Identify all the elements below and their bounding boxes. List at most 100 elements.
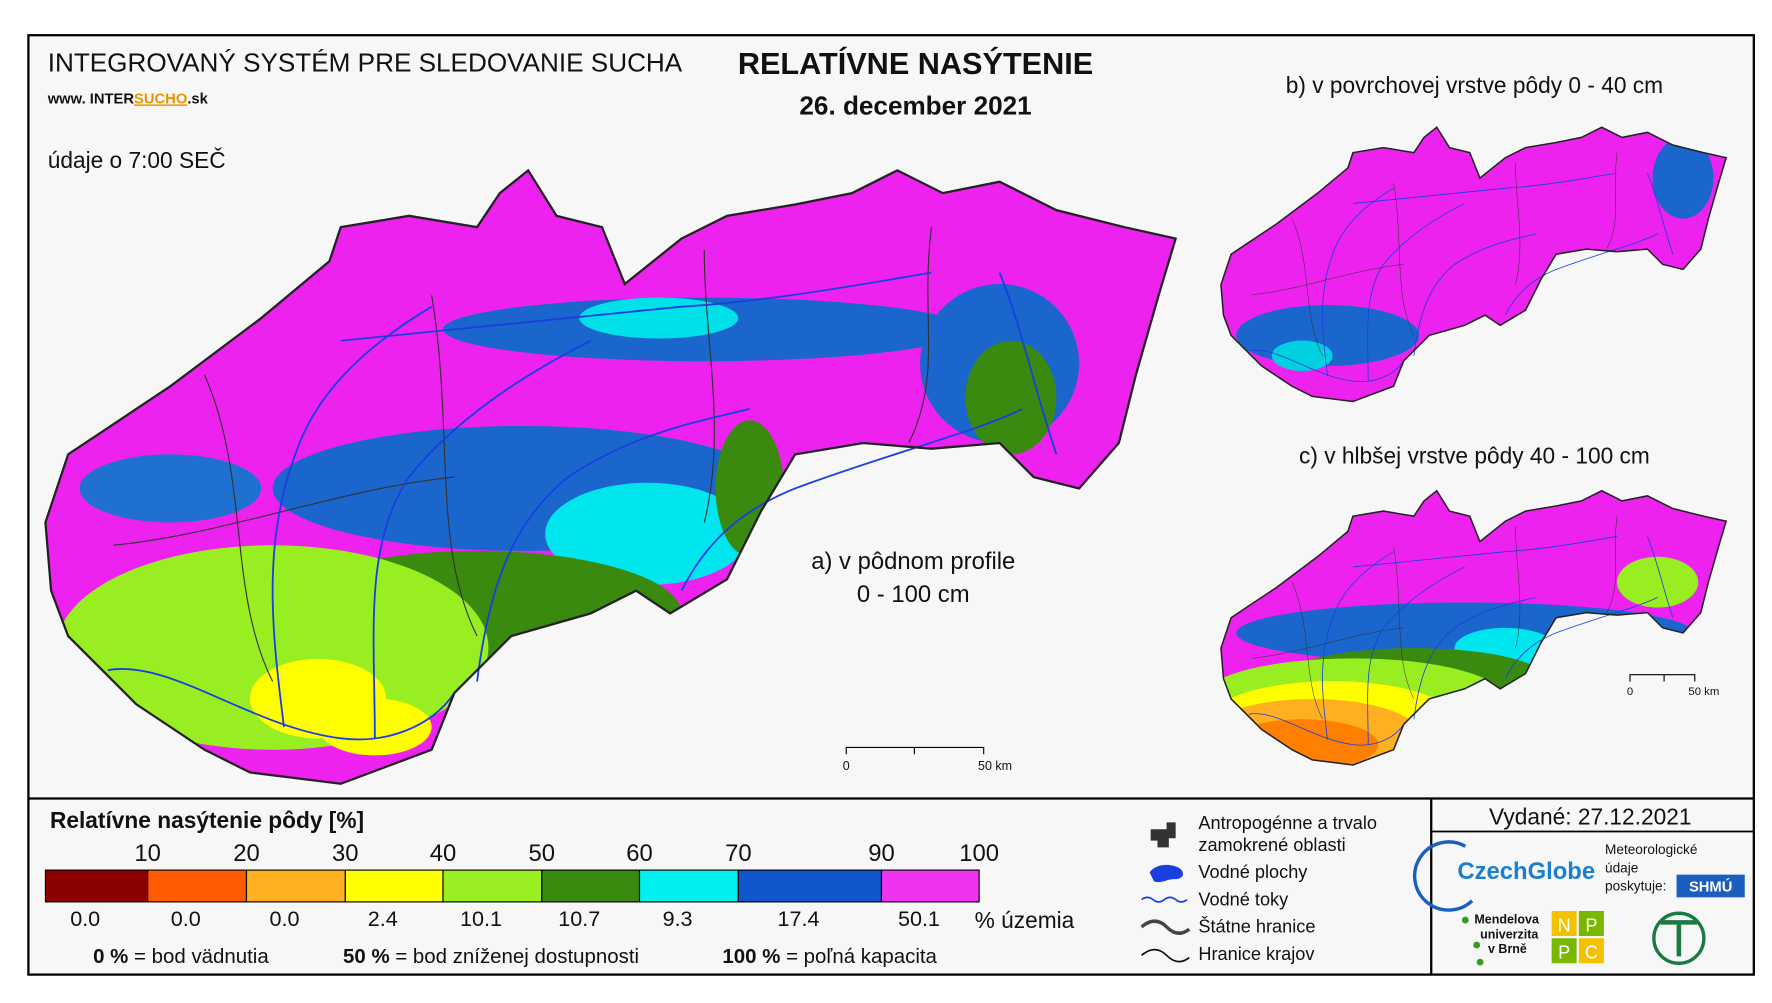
legend-note: 100 % = poľná kapacita xyxy=(722,945,937,968)
map-c-label: c) v hlbšej vrstve pôdy 40 - 100 cm xyxy=(1299,442,1650,468)
web-part: www. INTER xyxy=(47,91,135,107)
symbol-label: Hranice krajov xyxy=(1198,944,1315,964)
shmu-text: SHMÚ xyxy=(1689,878,1732,896)
legend-share: 50.1 xyxy=(898,906,940,931)
ellipse xyxy=(579,297,739,339)
path xyxy=(1149,864,1184,883)
web-part: .sk xyxy=(187,91,208,107)
g xyxy=(45,170,1176,784)
dot xyxy=(1476,958,1484,966)
path xyxy=(1140,919,1191,935)
nppc-logo: N PP C xyxy=(1551,910,1604,964)
nppc-cell xyxy=(1551,910,1577,936)
dot xyxy=(1461,916,1469,924)
nppc-letter: C xyxy=(1585,943,1598,963)
scale-label: 50 km xyxy=(978,759,1012,773)
nppc-cell xyxy=(1551,938,1577,964)
map-b xyxy=(1220,126,1727,403)
legend-threshold: 50 xyxy=(529,840,556,867)
legend-share: 9.3 xyxy=(663,906,693,931)
main-title: RELATÍVNE NASÝTENIE xyxy=(738,46,1093,81)
ellipse xyxy=(1652,137,1714,219)
mendel-line: Mendelova xyxy=(1474,912,1540,926)
path xyxy=(1141,948,1190,963)
legend-threshold: 90 xyxy=(868,840,895,867)
legend-swatch xyxy=(880,869,980,903)
legend-note: 0 % = bod vädnutia xyxy=(93,945,269,968)
ellipse xyxy=(1616,556,1699,608)
note-text: = bod zníženej dostupnosti xyxy=(395,945,639,968)
scale-label: 0 xyxy=(1627,686,1633,698)
scale-label: 50 km xyxy=(1688,686,1719,698)
legend-swatch xyxy=(541,869,641,903)
map-b-label: b) v povrchovej vrstve pôdy 0 - 40 cm xyxy=(1286,72,1663,98)
mendel-line: univerzita xyxy=(1480,927,1539,941)
legend-share: 0.0 xyxy=(70,906,100,931)
legend-swatch xyxy=(638,869,739,903)
web: www. INTERSUCHO.sk xyxy=(47,91,209,107)
legend-swatch xyxy=(147,869,248,903)
symbol-label: Vodné toky xyxy=(1198,889,1289,909)
legend-share: 0.0 xyxy=(171,906,201,931)
nppc-cell xyxy=(1578,910,1604,936)
ellipse xyxy=(545,482,750,585)
g xyxy=(1220,127,1727,402)
meteo-line: Meteorologické xyxy=(1605,842,1697,857)
map-a xyxy=(44,169,1177,785)
legend-swatch xyxy=(442,869,543,903)
symbol-label: Vodné plochy xyxy=(1198,862,1308,882)
symbol-label: zamokrené oblasti xyxy=(1198,835,1345,855)
ellipse xyxy=(1271,340,1333,371)
legend-threshold: 40 xyxy=(430,840,457,867)
ellipse xyxy=(965,340,1057,455)
path xyxy=(1141,896,1188,903)
note-text: = bod vädnutia xyxy=(134,945,269,968)
symbol-label: Štátne hranice xyxy=(1198,916,1315,937)
system-title: INTEGROVANÝ SYSTÉM PRE SLEDOVANIE SUCHA xyxy=(48,48,683,78)
uvz-logo xyxy=(1652,911,1706,965)
legend-swatch xyxy=(737,869,883,903)
scale-label: 0 xyxy=(843,759,850,773)
meteo-line: údaje xyxy=(1605,860,1638,875)
note-value: 100 % xyxy=(722,945,780,968)
legend-swatch xyxy=(44,869,149,903)
scale-bar xyxy=(845,746,985,755)
nppc-letter: P xyxy=(1558,943,1570,963)
legend-title: Relatívne nasýtenie pôdy [%] xyxy=(50,807,364,833)
dot xyxy=(1473,941,1481,949)
legend-threshold: 100 xyxy=(959,840,999,867)
legend-threshold: 20 xyxy=(233,840,260,867)
legend-threshold: 60 xyxy=(626,840,653,867)
nppc-cell xyxy=(1578,938,1604,964)
meteo-line: poskytuje: xyxy=(1605,879,1666,894)
legend-note: 50 % = bod zníženej dostupnosti xyxy=(343,945,639,968)
legend-share: 0.0 xyxy=(270,906,300,931)
legend-share: 10.7 xyxy=(558,906,600,931)
map-a-label: a) v pôdnom profile xyxy=(811,548,1015,575)
uvz-logo xyxy=(1660,920,1698,957)
symbol-legend xyxy=(1140,822,1191,963)
legend-swatch xyxy=(344,869,444,903)
shmu-logo xyxy=(1676,874,1745,898)
legend-unit: % územia xyxy=(975,907,1075,933)
legend-share: 17.4 xyxy=(778,906,820,931)
legend-notes: 0 % = bod vädnutia 50 % = bod zníženej do… xyxy=(93,945,937,968)
legend-threshold: 10 xyxy=(134,840,161,867)
meteo-text: Meteorologické údaje poskytuje: xyxy=(1605,842,1697,893)
ellipse xyxy=(79,454,262,523)
note-text: = poľná kapacita xyxy=(786,945,937,968)
web-part: SUCHO xyxy=(134,91,187,107)
map-a-label: 0 - 100 cm xyxy=(857,581,970,608)
mendel-text: Mendelova univerzita v Brně xyxy=(1474,912,1540,956)
note-value: 0 % xyxy=(93,945,128,968)
legend-swatch xyxy=(245,869,346,903)
date: 26. december 2021 xyxy=(799,91,1031,121)
mendel-line: v Brně xyxy=(1488,942,1527,956)
symbol-label: Antropogénne a trvalo xyxy=(1198,813,1377,833)
path xyxy=(1150,822,1176,848)
czechglobe-logo: CzechGlobe xyxy=(1457,858,1595,885)
legend-threshold: 70 xyxy=(725,840,752,867)
